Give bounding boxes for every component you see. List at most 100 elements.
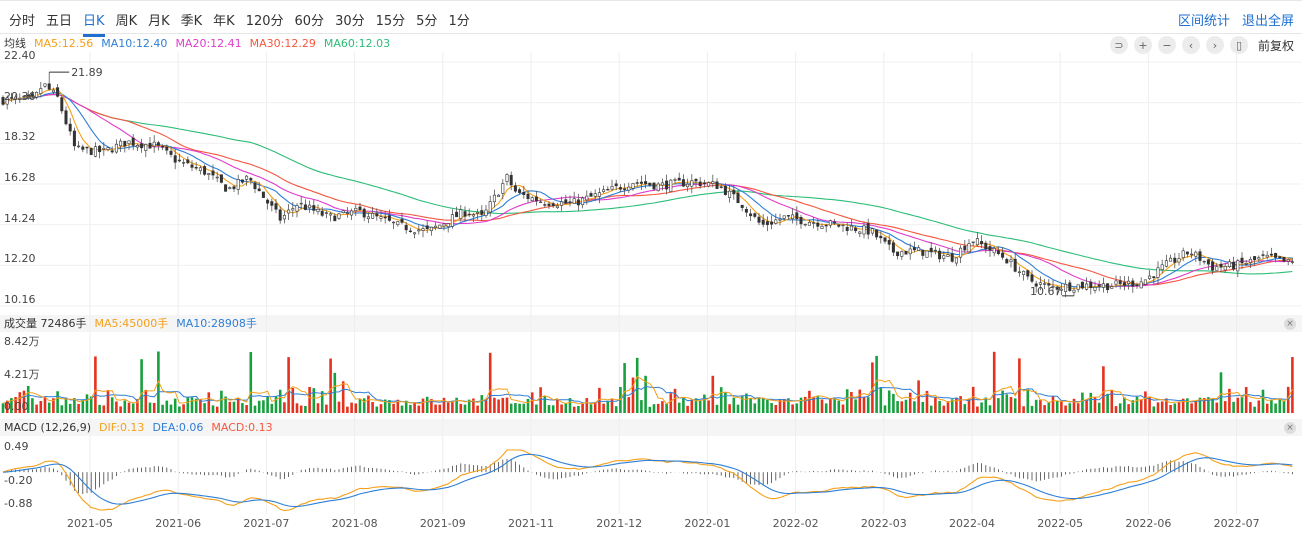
volume-bar [274,396,278,413]
volume-bar [127,402,131,413]
volume-bar [997,398,1000,413]
volume-bar [5,400,9,413]
volume-bar [1190,403,1193,413]
tab-4[interactable]: 月K [148,14,170,29]
candle-body [442,223,446,227]
candle-body [1072,289,1076,293]
candle-body [207,173,211,176]
candle-body [786,215,790,217]
volume-bar [341,381,345,413]
candle-body [131,137,135,146]
candle-body [1,97,5,105]
candle-body [820,225,824,229]
candle-body [950,253,954,262]
volume-bar [266,396,269,413]
tab-3[interactable]: 周K [115,14,138,29]
volume-bar [686,405,689,413]
volume-bar [610,399,614,413]
volume-bar [971,386,975,413]
candle-body [505,174,509,182]
tab-9[interactable]: 30分 [335,14,365,29]
volume-bar [476,405,479,413]
candle-body [862,225,866,235]
volume-bar [425,396,429,413]
tab-12[interactable]: 1分 [448,14,470,29]
volume-bar [1022,406,1025,413]
candle-body [1009,259,1013,263]
tab-1[interactable]: 五日 [46,14,73,29]
zoom-out-icon[interactable]: − [1157,36,1176,54]
tab-5[interactable]: 季K [180,14,203,29]
chevron-left-icon[interactable]: ‹ [1181,36,1200,54]
candle-body [547,203,551,206]
tab-7[interactable]: 120分 [245,14,284,29]
candle-body [228,187,232,190]
volume-bar [938,400,941,413]
volume-bar [85,394,89,413]
volume-bar [518,403,521,413]
volume-bar [1064,405,1067,413]
candle-body [9,97,13,99]
volume-bar [656,403,660,413]
volume-y-tick: 0.00 [4,400,29,413]
candle-body [1085,283,1089,290]
volume-bar [81,400,85,413]
volume-bar [715,404,719,413]
exit-fullscreen-link[interactable]: 退出全屏 [1241,14,1294,29]
candle-body [782,215,786,219]
zoom-in-icon[interactable]: + [1133,36,1152,54]
candle-body [581,197,585,206]
candle-body [1240,257,1244,264]
candle-body [723,186,727,195]
candle-body [345,212,349,214]
volume-bar [304,405,307,413]
chevron-right-icon[interactable]: › [1205,36,1224,54]
tab-2[interactable]: 日K [78,5,110,37]
volume-bar [774,404,778,413]
candle-body [530,197,534,201]
candle-body [1131,280,1135,287]
undo-icon[interactable]: ⊃ [1109,36,1128,54]
candle-body [929,247,933,252]
volume-y-tick: 4.21万 [4,367,40,381]
volume-bar [438,404,442,413]
volume-bar [64,397,68,413]
volume-bar [98,404,101,413]
candle-body [43,83,47,87]
candle-body [5,97,9,105]
volume-bar [946,401,950,413]
candle-body [295,205,299,212]
price-adjust-select[interactable]: 前复权 [1257,38,1294,53]
volume-bar [1005,394,1009,413]
candle-body [497,194,501,198]
tab-10[interactable]: 15分 [375,14,406,29]
candle-body [992,248,996,254]
candle-body [47,83,51,90]
candle-body [778,218,782,221]
range-stats-link[interactable]: 区间统计 [1177,14,1230,29]
volume-bar [1060,401,1063,413]
candle-body [841,224,845,227]
price-y-tick: 10.16 [4,293,36,306]
candle-body [350,210,354,216]
candle-body [463,211,467,217]
volume-bar [694,398,698,413]
tab-8[interactable]: 60分 [294,14,325,29]
candle-body [1206,259,1210,265]
candle-body [761,219,765,225]
candle-body [610,186,614,190]
candle-body [1265,254,1269,258]
tab-11[interactable]: 5分 [416,14,438,29]
close-macd-icon[interactable]: × [1284,422,1296,434]
volume-bar [186,396,190,413]
candlestick-icon[interactable]: ▯ [1229,36,1248,54]
candle-body [526,193,530,199]
close-volume-icon[interactable]: × [1284,318,1296,330]
volume-bar [1110,390,1114,413]
candle-body [358,206,362,211]
volume-bar [505,397,509,413]
tab-0[interactable]: 分时 [9,14,36,29]
candle-body [1236,260,1240,272]
tab-6[interactable]: 年K [213,14,235,29]
